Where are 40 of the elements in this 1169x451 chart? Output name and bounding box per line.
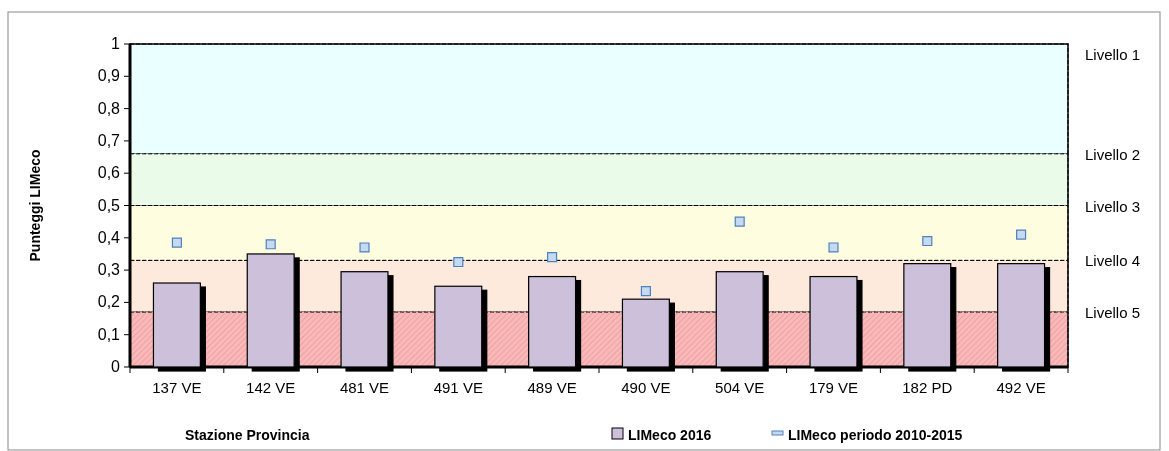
x-tick-label: 492 VE [996,379,1046,396]
y-tick-label: 0,2 [97,293,121,311]
y-tick-label: 0,1 [97,325,121,343]
y-tick-label: 1 [111,35,121,52]
point [922,235,933,247]
point [1016,229,1027,240]
point [453,256,464,268]
band-label: Livello 1 [1085,46,1141,63]
y-tick-label: 0,6 [97,164,121,182]
band-label: Livello 4 [1085,252,1141,270]
x-tick-label: 490 VE [621,379,671,396]
x-tick-label: 179 VE [808,379,859,396]
band-label: Livello 3 [1085,197,1141,215]
y-tick-label: 0,4 [97,228,121,246]
point [828,242,839,253]
point [734,216,745,227]
y-tick-label: 0,7 [97,131,121,149]
x-tick-label: 142 VE [246,379,296,396]
y-tick-label: 0,8 [97,99,121,117]
y-tick-label: 0,5 [97,196,121,214]
x-tick-label: 137 VE [152,379,202,396]
x-tick-label: 504 VE [715,379,765,396]
point [359,242,370,253]
x-tick-label: 182 PD [902,379,953,396]
band-label: Livello 2 [1085,145,1141,163]
y-tick-label: 0,3 [97,261,121,279]
point [547,252,558,263]
legend-label: LIMeco periodo 2010-2015 [788,427,963,443]
x-tick-label: 481 VE [339,379,390,396]
legend-label: LIMeco 2016 [628,427,712,443]
x-tick-label: 491 VE [433,379,483,396]
y-tick-label: 0 [111,358,121,375]
x-axis-title: Stazione Provincia [185,427,310,443]
point [640,286,651,297]
point [171,237,182,248]
band-label: Livello 5 [1085,304,1141,322]
x-tick-label: 489 VE [527,379,577,396]
y-axis-title: Punteggi LIMeco [27,149,43,262]
y-tick-label: 0,9 [97,67,121,85]
point [265,239,276,250]
